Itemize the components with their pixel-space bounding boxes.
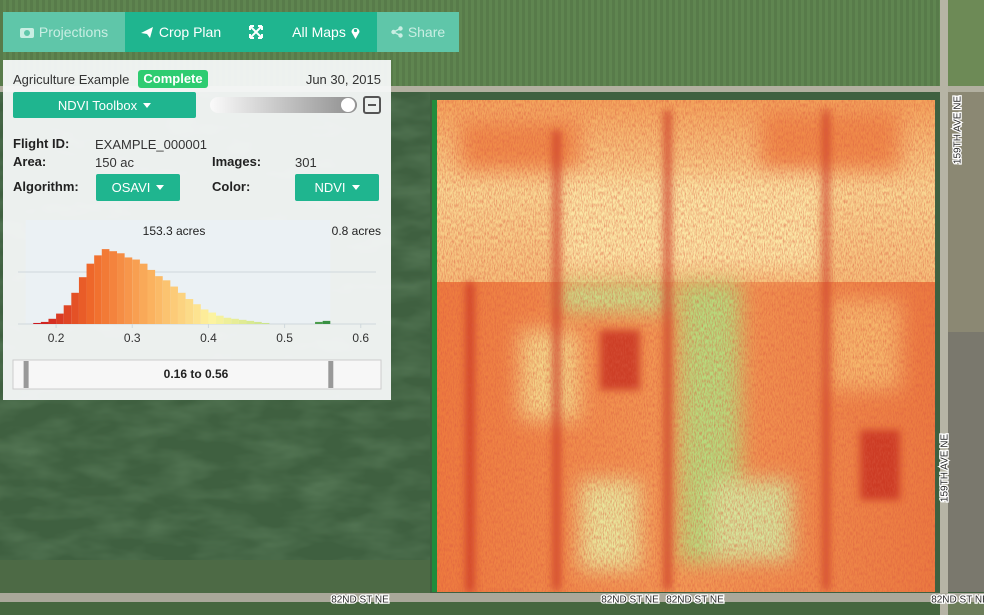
field	[948, 602, 984, 615]
histogram-bar	[71, 292, 79, 324]
fullscreen-button[interactable]	[236, 12, 275, 52]
selected-acres: 153.3 acres	[143, 224, 206, 238]
histogram-bar	[86, 263, 95, 324]
road-labels: 159TH AVE NE 159TH AVE NE 82ND ST NE 82ND S…	[330, 94, 984, 607]
algorithm-dropdown[interactable]: OSAVI	[96, 174, 180, 201]
field-value: EXAMPLE_000001	[95, 137, 208, 152]
field-label: Images:	[212, 154, 262, 169]
project-title: Agriculture Example	[13, 72, 130, 87]
button-label: All Maps	[292, 24, 346, 40]
road-label: 82ND ST NE	[601, 595, 659, 606]
button-label: Crop Plan	[158, 24, 222, 40]
crop-plan-button[interactable]: Crop Plan	[125, 12, 236, 52]
button-label: NDVI Toolbox	[57, 97, 138, 113]
histogram-bar	[177, 292, 186, 324]
histogram-bar	[185, 299, 194, 324]
color-dropdown[interactable]: NDVI	[295, 174, 379, 201]
histogram-bar	[261, 322, 270, 324]
projections-button[interactable]: Projections	[3, 12, 125, 52]
road	[940, 0, 948, 615]
field-value: 150 ac	[95, 155, 135, 170]
field-label: Flight ID:	[13, 136, 70, 151]
field-label: Color:	[212, 179, 251, 194]
histogram-bar	[40, 321, 49, 324]
histogram-bar	[94, 255, 102, 324]
histogram-bar	[78, 277, 87, 324]
histogram-bar	[139, 263, 148, 324]
button-label: NDVI	[314, 180, 346, 195]
histogram-bar	[147, 269, 156, 324]
status-badge: Complete	[138, 70, 208, 88]
histogram-bar	[193, 304, 201, 324]
field	[948, 92, 984, 332]
road-label: 82ND ST NE	[666, 595, 724, 606]
field	[0, 602, 940, 615]
button-label: Projections	[38, 24, 109, 40]
histogram-bar	[322, 320, 331, 324]
histogram-bar	[56, 313, 64, 324]
share-button[interactable]: Share	[377, 12, 459, 52]
histogram-bar	[216, 315, 224, 324]
road-label: 159TH AVE NE	[940, 434, 951, 503]
road	[0, 593, 984, 602]
share-icon	[391, 26, 403, 38]
camera-icon	[19, 28, 34, 38]
field	[948, 332, 984, 592]
opacity-slider[interactable]	[210, 97, 357, 113]
range-handle[interactable]	[328, 361, 334, 388]
flight-date: Jun 30, 2015	[305, 72, 381, 87]
expand-icon	[248, 25, 263, 39]
x-tick-label: 0.4	[200, 331, 217, 345]
histogram-bar	[208, 312, 217, 324]
excluded-acres: 0.8 acres	[332, 224, 381, 238]
histogram-bar	[223, 317, 232, 324]
slider-knob[interactable]	[340, 97, 356, 113]
histogram-bar	[246, 320, 255, 324]
histogram-bar	[48, 318, 57, 324]
field-label: Algorithm:	[13, 179, 79, 194]
field-label: Area:	[13, 154, 47, 169]
histogram-bar	[238, 319, 247, 324]
histogram-bar	[101, 249, 110, 324]
histogram: 0.2 0.3 0.4 0.5 0.6 153.3 acres 0.8 acres 0.16 …	[12, 220, 382, 390]
field	[0, 560, 430, 593]
road-label: 159TH AVE NE	[953, 96, 964, 165]
range-slider	[12, 359, 382, 390]
x-tick-label: 0.3	[124, 331, 141, 345]
x-tick-label: 0.6	[352, 331, 369, 345]
road	[0, 86, 984, 92]
histogram-bar	[63, 305, 72, 324]
histogram-bar	[124, 257, 133, 324]
histogram-bar	[231, 318, 239, 324]
collapse-button[interactable]	[363, 96, 381, 114]
x-tick-label: 0.5	[276, 331, 293, 345]
range-label: 0.16 to 0.56	[164, 367, 229, 381]
button-label: Share	[407, 24, 446, 40]
histogram-bar	[162, 280, 171, 324]
field-value: 301	[295, 155, 317, 170]
pin-icon	[351, 27, 360, 39]
histogram-bar	[200, 309, 209, 324]
button-label: OSAVI	[111, 180, 151, 195]
ndvi-texture	[432, 100, 935, 592]
road-label: 82ND ST NE	[931, 595, 984, 606]
field-edge	[432, 100, 437, 592]
histogram-bar	[117, 253, 125, 324]
histogram-bar	[155, 276, 163, 324]
histogram-bar	[109, 251, 118, 324]
plane-icon	[140, 27, 153, 38]
toolbox-dropdown[interactable]: NDVI Toolbox	[13, 92, 196, 118]
all-maps-button[interactable]: All Maps	[275, 12, 377, 52]
histogram-bar	[170, 286, 178, 324]
histogram-bar	[254, 321, 262, 324]
histogram-bar	[315, 321, 323, 324]
ndvi-layer	[432, 100, 935, 592]
x-tick-label: 0.2	[48, 331, 65, 345]
field	[948, 0, 984, 86]
range-handle[interactable]	[23, 361, 29, 388]
histogram-bar	[33, 322, 41, 324]
histogram-bar	[132, 259, 140, 324]
road-label: 82ND ST NE	[331, 595, 389, 606]
